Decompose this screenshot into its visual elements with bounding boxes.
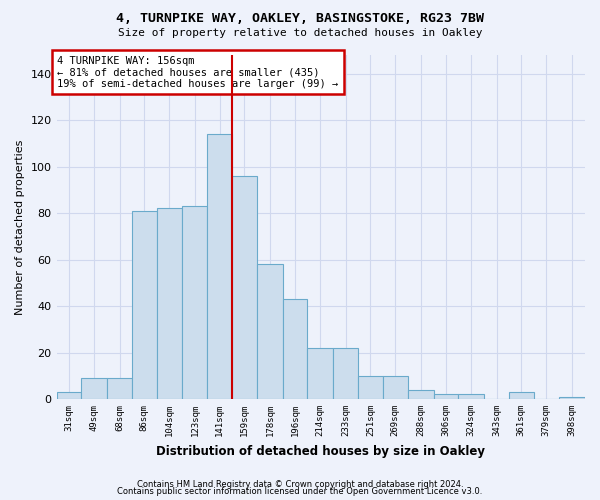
Bar (559, 396, 585, 399)
X-axis label: Distribution of detached houses by size in Oakley: Distribution of detached houses by size … (156, 444, 485, 458)
Bar (107, 378, 132, 399)
Text: Contains public sector information licensed under the Open Government Licence v3: Contains public sector information licen… (118, 487, 482, 496)
Bar (307, 348, 333, 399)
Text: Contains HM Land Registry data © Crown copyright and database right 2024.: Contains HM Land Registry data © Crown c… (137, 480, 463, 489)
Bar (434, 394, 458, 399)
Bar (358, 376, 383, 399)
Y-axis label: Number of detached properties: Number of detached properties (15, 140, 25, 314)
Bar (283, 299, 307, 399)
Bar (333, 348, 358, 399)
Bar (232, 176, 257, 399)
Bar (81, 378, 107, 399)
Bar (509, 392, 533, 399)
Bar (56, 392, 81, 399)
Bar (458, 394, 484, 399)
Bar (132, 211, 157, 399)
Bar (157, 208, 182, 399)
Bar (383, 376, 408, 399)
Bar (257, 264, 283, 399)
Bar (408, 390, 434, 399)
Text: Size of property relative to detached houses in Oakley: Size of property relative to detached ho… (118, 28, 482, 38)
Text: 4 TURNPIKE WAY: 156sqm
← 81% of detached houses are smaller (435)
19% of semi-de: 4 TURNPIKE WAY: 156sqm ← 81% of detached… (57, 56, 338, 89)
Bar (182, 206, 208, 399)
Text: 4, TURNPIKE WAY, OAKLEY, BASINGSTOKE, RG23 7BW: 4, TURNPIKE WAY, OAKLEY, BASINGSTOKE, RG… (116, 12, 484, 26)
Bar (208, 134, 232, 399)
